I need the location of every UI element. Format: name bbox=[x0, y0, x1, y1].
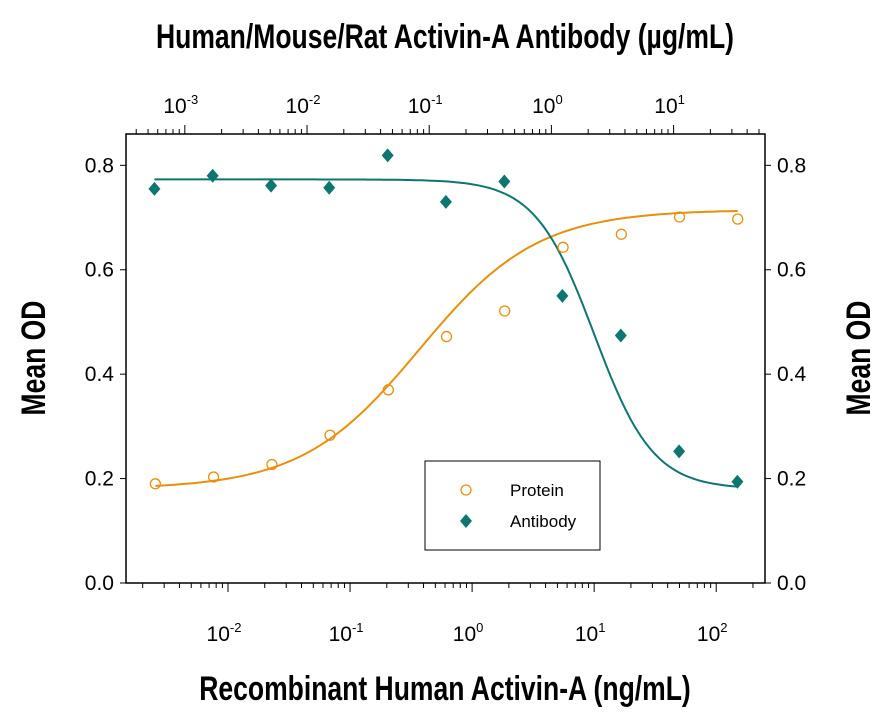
y-right-tick-label: 0.8 bbox=[777, 154, 806, 177]
top-axis-title: Human/Mouse/Rat Activin-A Antibody (µg/m… bbox=[156, 18, 734, 56]
antibody-point bbox=[323, 180, 336, 195]
x-tick-label: 10-2 bbox=[207, 620, 242, 646]
protein-point bbox=[732, 213, 744, 225]
y-axis-title-left: Mean OD bbox=[15, 301, 53, 416]
top-tick-label: 100 bbox=[532, 92, 563, 118]
x-axis-title: Recombinant Human Activin-A (ng/mL) bbox=[199, 670, 691, 708]
antibody-point bbox=[148, 181, 161, 196]
top-tick-label: 10-3 bbox=[163, 92, 198, 118]
protein-fit-curve bbox=[155, 210, 738, 487]
protein-point bbox=[557, 241, 569, 253]
protein-point bbox=[499, 305, 511, 317]
y-left-tick-label: 0.4 bbox=[85, 363, 115, 386]
x-tick-label: 100 bbox=[453, 620, 484, 646]
protein-point bbox=[207, 471, 220, 483]
top-tick-label: 10-2 bbox=[286, 92, 321, 118]
legend-protein-label: Protein bbox=[510, 481, 564, 500]
antibody-point bbox=[731, 474, 744, 489]
antibody-point bbox=[614, 328, 627, 343]
y-right-tick-label: 0.2 bbox=[777, 468, 806, 491]
y-right-tick-label: 0.0 bbox=[777, 572, 806, 595]
legend-antibody-label: Antibody bbox=[510, 512, 577, 531]
legend-antibody-marker bbox=[460, 514, 472, 528]
antibody-point bbox=[206, 168, 219, 183]
antibody-point bbox=[498, 174, 511, 189]
protein-point bbox=[440, 330, 453, 343]
x-tick-label: 10-1 bbox=[329, 620, 364, 646]
y-left-tick-label: 0.2 bbox=[85, 468, 114, 491]
antibody-point bbox=[265, 178, 278, 193]
protein-point bbox=[324, 429, 336, 441]
legend-protein-marker bbox=[460, 484, 472, 496]
antibody-point bbox=[556, 288, 569, 303]
protein-point bbox=[149, 478, 162, 490]
protein-point bbox=[673, 211, 686, 223]
x-tick-label: 101 bbox=[575, 620, 606, 646]
y-left-tick-label: 0.8 bbox=[85, 154, 114, 177]
antibody-point bbox=[381, 148, 394, 163]
y-right-tick-label: 0.6 bbox=[777, 259, 806, 282]
top-tick-label: 10-1 bbox=[408, 92, 443, 118]
antibody-fit-curve bbox=[154, 178, 738, 488]
y-left-tick-label: 0.6 bbox=[85, 259, 114, 282]
x-tick-label: 102 bbox=[697, 620, 728, 646]
y-left-tick-label: 0.0 bbox=[85, 572, 114, 595]
protein-point bbox=[266, 458, 278, 471]
protein-point bbox=[382, 384, 395, 396]
antibody-point bbox=[439, 194, 452, 209]
antibody-point bbox=[673, 444, 686, 459]
protein-point bbox=[615, 228, 627, 240]
legend: Protein Antibody bbox=[424, 460, 601, 551]
legend-box bbox=[424, 460, 601, 551]
y-right-tick-label: 0.4 bbox=[777, 363, 807, 386]
y-axis-title-right: Mean OD bbox=[840, 301, 878, 416]
top-tick-label: 101 bbox=[654, 92, 685, 118]
